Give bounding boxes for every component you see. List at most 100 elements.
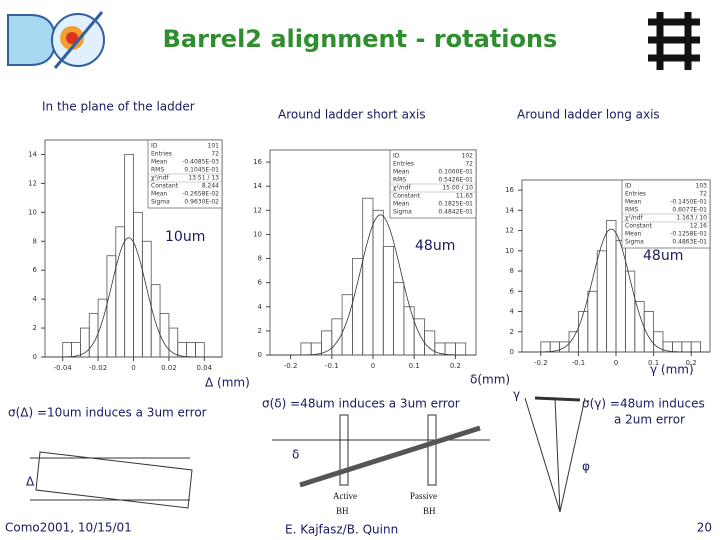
stats-label: Constant	[625, 223, 653, 230]
stats-value: 0.1825E-01	[438, 201, 473, 208]
stats-label: ID	[151, 143, 158, 150]
stats-label: RMS	[625, 207, 638, 214]
annotation: 48um	[643, 248, 683, 264]
fit-curve	[270, 214, 476, 356]
note: a 2um error	[614, 413, 685, 427]
y-tick-label: 14	[505, 206, 514, 214]
fermilab-logo	[648, 12, 700, 70]
stats-label: ID	[625, 183, 632, 190]
stats-label: Constant	[393, 193, 421, 200]
stats-label: Entries	[625, 191, 646, 198]
x-tick-label: -0.2	[534, 359, 548, 367]
y-tick-label: 16	[253, 158, 262, 166]
stats-label: Mean	[151, 191, 168, 198]
y-tick-label: 10	[28, 208, 37, 216]
stats-value: 102	[462, 153, 474, 160]
y-tick-label: 4	[33, 295, 38, 303]
note: σ(γ) =48um induces	[582, 397, 705, 411]
panel-header: Around ladder short axis	[278, 108, 426, 122]
stats-label: Mean	[393, 201, 410, 208]
fit-curve	[45, 237, 222, 358]
stats-label: RMS	[151, 167, 164, 174]
stats-value: 0.4842E-01	[438, 209, 473, 216]
x-tick-label: 0.1	[409, 362, 420, 370]
x-tick-label: 0.04	[197, 364, 213, 372]
y-tick-label: 14	[253, 182, 262, 190]
stats-value: 8.244	[202, 183, 219, 190]
x-tick-label: 0.2	[686, 359, 697, 367]
x-tick-label: -0.1	[572, 359, 586, 367]
y-tick-label: 8	[33, 237, 37, 245]
stats-label: Sigma	[393, 209, 412, 216]
y-tick-label: 2	[510, 328, 514, 336]
stats-value: 0.5426E-01	[438, 177, 473, 184]
y-tick-label: 4	[510, 308, 515, 316]
x-tick-label: 0.02	[161, 364, 177, 372]
diagram-label: BH	[336, 506, 349, 516]
y-tick-label: 0	[510, 348, 514, 356]
stats-label: χ²/ndf	[151, 175, 170, 182]
diagram-label: δ	[292, 448, 299, 462]
stats-value: 0.4863E-01	[672, 239, 707, 246]
stats-label: Mean	[625, 199, 642, 206]
y-tick-label: 12	[28, 179, 37, 187]
y-tick-label: 0	[33, 353, 37, 361]
stats-value: 72	[211, 151, 219, 158]
fit-curve	[522, 228, 710, 353]
stats-value: 0.1000E-01	[438, 169, 473, 176]
footer: E. Kajfasz/B. Quinn	[285, 523, 398, 537]
diagram-label: Δ	[26, 475, 35, 489]
bulkhead-diagram	[272, 414, 490, 488]
stats-label: RMS	[393, 177, 406, 184]
stats-value: 101	[208, 143, 220, 150]
x-tick-label: 0.1	[648, 359, 659, 367]
y-tick-label: 8	[510, 267, 514, 275]
panel-header: Around ladder long axis	[517, 108, 660, 122]
y-tick-label: 4	[258, 303, 263, 311]
stats-value: 13.51 / 13	[188, 175, 219, 182]
stats-value: 0.1045E-01	[184, 167, 219, 174]
stats-value: -0.1450E-01	[670, 199, 707, 206]
x-tick-label: -0.04	[54, 364, 73, 372]
stats-value: 1.163 / 10	[676, 215, 707, 222]
stats-value: 11.63	[456, 193, 473, 200]
axis-label: γ (mm)	[650, 363, 694, 377]
stats-value: 12.16	[690, 223, 707, 230]
stats-label: Sigma	[625, 239, 644, 246]
y-tick-label: 6	[33, 266, 38, 274]
stats-value: -0.1258E-01	[670, 231, 707, 238]
diagram-label: Active	[333, 491, 357, 501]
d0-logo	[7, 11, 105, 69]
stats-value: -0.4085E-03	[182, 159, 219, 166]
y-tick-label: 6	[258, 279, 263, 287]
note: σ(δ) =48um induces a 3um error	[262, 397, 460, 411]
x-tick-label: 0	[371, 362, 375, 370]
stats-value: 103	[696, 183, 708, 190]
stats-label: ID	[393, 153, 400, 160]
axis-label: δ(mm)	[470, 373, 510, 387]
annotation: 48um	[415, 238, 455, 254]
y-tick-label: 12	[505, 227, 514, 235]
rotation-diagram	[524, 396, 586, 513]
y-tick-label: 10	[505, 247, 514, 255]
stats-label: χ²/ndf	[393, 185, 412, 192]
y-tick-label: 14	[28, 150, 37, 158]
stats-label: Constant	[151, 183, 179, 190]
stats-value: 72	[465, 161, 473, 168]
y-tick-label: 12	[253, 206, 262, 214]
diagram-label: φ	[582, 460, 590, 474]
x-tick-label: 0	[131, 364, 135, 372]
stats-label: Sigma	[151, 199, 170, 206]
stats-value: 0.9630E-02	[184, 199, 219, 206]
y-tick-label: 8	[258, 255, 262, 263]
stats-label: Mean	[151, 159, 168, 166]
stats-value: 72	[699, 191, 707, 198]
stats-label: Entries	[393, 161, 414, 168]
x-tick-label: 0.2	[450, 362, 461, 370]
stats-label: Mean	[393, 169, 410, 176]
y-tick-label: 2	[33, 324, 37, 332]
diagram-label: γ	[513, 388, 520, 402]
x-tick-label: -0.1	[325, 362, 339, 370]
